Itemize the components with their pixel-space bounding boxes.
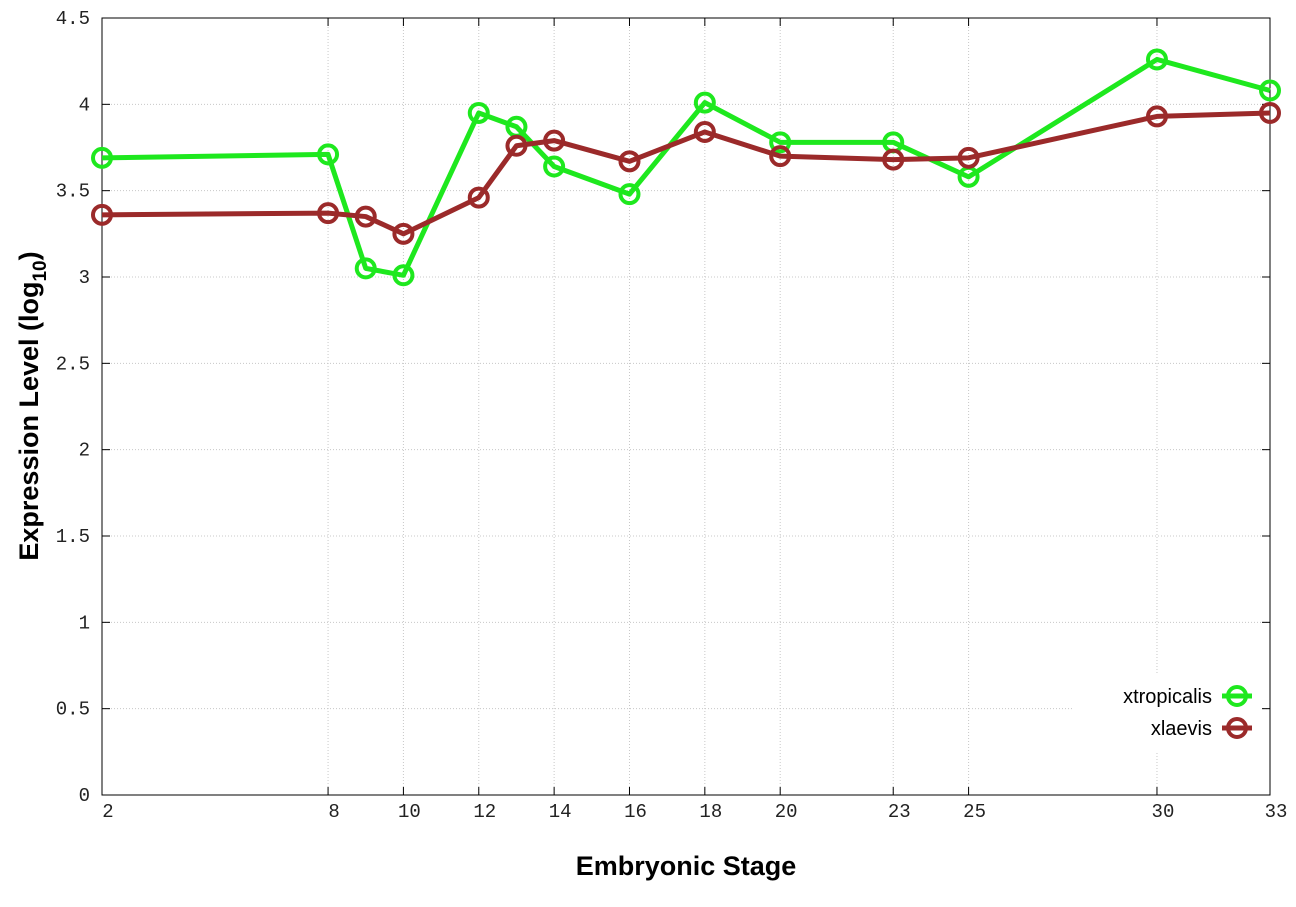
legend-marker: [1226, 717, 1248, 739]
x-tick-label: 30: [1152, 801, 1175, 823]
y-axis-label: Expression Level (log10): [14, 251, 51, 560]
data-point: [317, 202, 340, 225]
y-tick-label: 3.5: [56, 181, 90, 203]
data-point: [882, 148, 905, 171]
data-point: [1259, 79, 1281, 102]
y-tick-label: 3: [79, 267, 90, 289]
x-tick-label: 23: [888, 801, 911, 823]
data-point: [957, 146, 980, 169]
x-tick-label: 18: [699, 801, 722, 823]
x-tick-label: 8: [328, 801, 339, 823]
y-tick-label: 2: [79, 440, 90, 462]
data-point: [693, 91, 716, 114]
y-tick-label: 4.5: [56, 8, 90, 30]
y-tick-label: 1: [79, 612, 90, 634]
data-point: [618, 183, 641, 206]
x-tick-label: 20: [775, 801, 798, 823]
y-tick-label: 0.5: [56, 699, 90, 721]
data-point: [769, 131, 792, 154]
legend-label: xlaevis: [1151, 718, 1212, 740]
x-tick-label: 12: [473, 801, 496, 823]
series-line: [101, 110, 1271, 237]
y-tick-label: 4: [79, 94, 90, 116]
x-tick-label: 10: [398, 801, 421, 823]
data-point: [392, 264, 415, 287]
x-tick-label: 33: [1265, 801, 1288, 823]
data-point: [91, 146, 113, 169]
data-point: [769, 145, 792, 168]
x-tick-label: 25: [963, 801, 986, 823]
data-point: [543, 129, 566, 152]
plot-frame: [101, 17, 1271, 796]
data-point: [618, 150, 641, 173]
y-label-subscript: 10: [30, 260, 51, 281]
data-point: [354, 257, 377, 280]
data-point: [317, 143, 340, 166]
legend-label: xtropicalis: [1123, 686, 1212, 708]
x-tick-label: 16: [624, 801, 647, 823]
data-point: [543, 155, 566, 178]
y-tick-label: 2.5: [56, 353, 90, 375]
x-tick-label: 2: [102, 801, 113, 823]
data-point: [505, 134, 528, 157]
data-point: [693, 120, 716, 143]
series-line: [101, 56, 1271, 278]
data-point: [1145, 48, 1168, 71]
data-point: [354, 205, 377, 228]
data-point: [467, 186, 490, 209]
y-tick-label: 0: [79, 785, 90, 807]
data-point: [392, 222, 415, 245]
y-label-end: ): [14, 251, 44, 260]
x-axis-label: Embryonic Stage: [576, 851, 797, 881]
data-point: [1259, 101, 1281, 124]
data-point: [467, 101, 490, 124]
legend-marker: [1226, 685, 1248, 707]
data-point: [1145, 105, 1168, 128]
y-label-text: Expression Level (log: [14, 282, 44, 561]
y-tick-label: 1.5: [56, 526, 90, 548]
data-point: [91, 203, 113, 226]
x-tick-label: 14: [549, 801, 572, 823]
